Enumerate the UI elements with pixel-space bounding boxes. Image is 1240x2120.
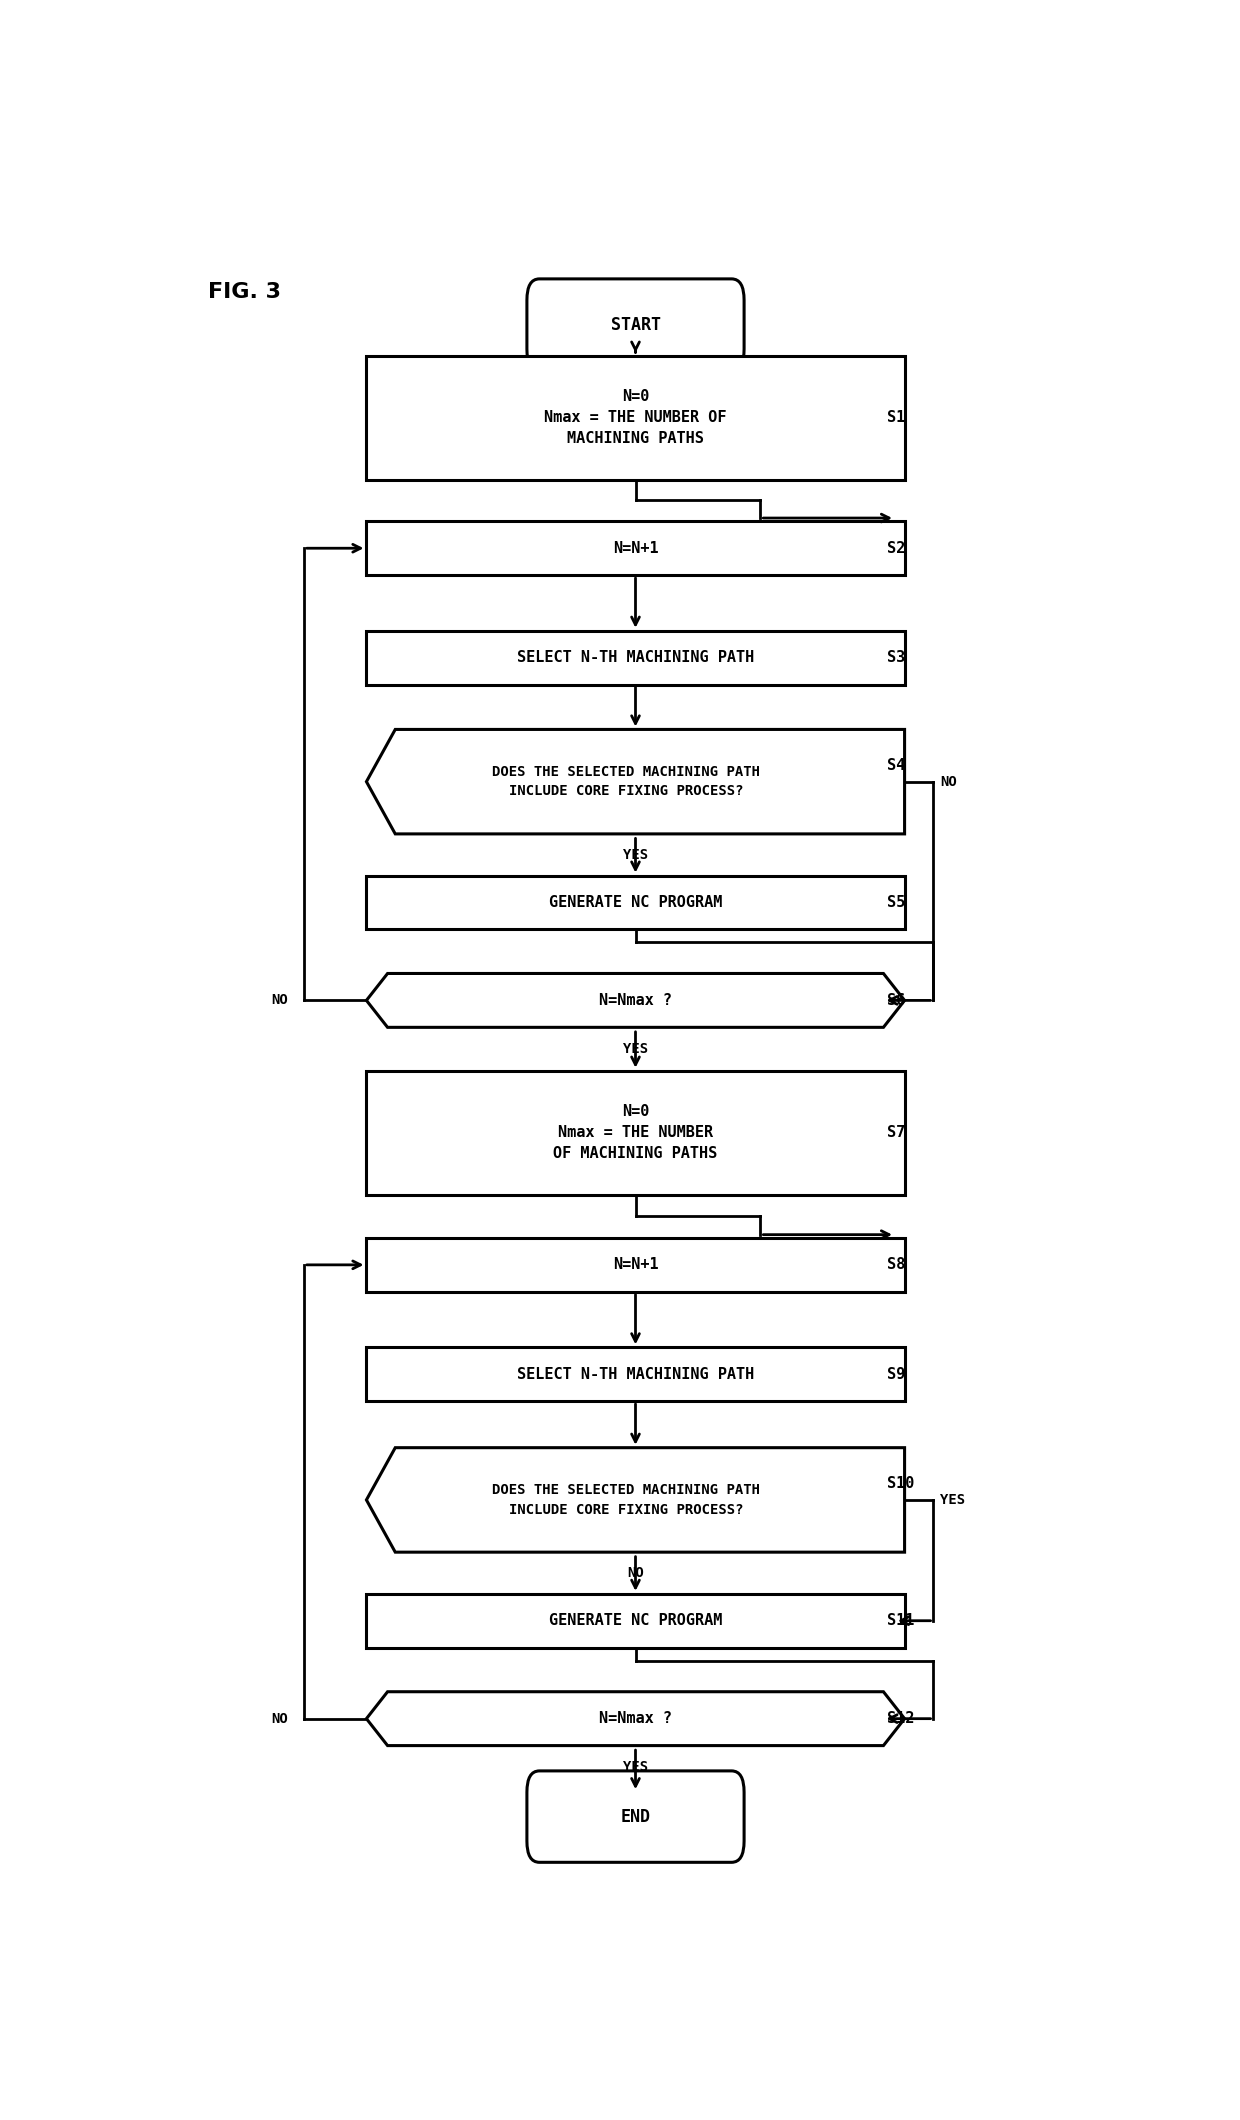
Text: S4: S4	[888, 757, 905, 774]
Text: GENERATE NC PROGRAM: GENERATE NC PROGRAM	[549, 895, 722, 909]
Text: S7: S7	[888, 1126, 905, 1141]
Text: N=N+1: N=N+1	[613, 541, 658, 555]
Text: N=N+1: N=N+1	[613, 1257, 658, 1272]
Text: N=0
Nmax = THE NUMBER
OF MACHINING PATHS: N=0 Nmax = THE NUMBER OF MACHINING PATHS	[553, 1105, 718, 1162]
Text: S12: S12	[888, 1711, 915, 1726]
Text: YES: YES	[622, 1760, 649, 1774]
Text: NO: NO	[627, 1567, 644, 1579]
FancyBboxPatch shape	[527, 1770, 744, 1861]
Text: YES: YES	[622, 1041, 649, 1056]
Polygon shape	[367, 1448, 905, 1552]
Bar	[367, 876, 905, 929]
Text: S1: S1	[888, 409, 905, 426]
Text: YES: YES	[940, 1492, 965, 1507]
Text: S6: S6	[888, 992, 905, 1007]
Text: NO: NO	[272, 1711, 289, 1726]
FancyBboxPatch shape	[527, 280, 744, 371]
Text: S3: S3	[888, 651, 905, 666]
Text: S8: S8	[888, 1257, 905, 1272]
Text: NO: NO	[940, 774, 957, 789]
Text: DOES THE SELECTED MACHINING PATH
INCLUDE CORE FIXING PROCESS?: DOES THE SELECTED MACHINING PATH INCLUDE…	[492, 1484, 760, 1516]
Bar	[367, 522, 905, 575]
Text: S10: S10	[888, 1476, 915, 1490]
Text: FIG. 3: FIG. 3	[208, 282, 280, 301]
Text: S5: S5	[888, 895, 905, 909]
Text: END: END	[620, 1808, 651, 1825]
Text: S9: S9	[888, 1367, 905, 1382]
Polygon shape	[367, 1692, 905, 1745]
Text: N=Nmax ?: N=Nmax ?	[599, 1711, 672, 1726]
Text: GENERATE NC PROGRAM: GENERATE NC PROGRAM	[549, 1613, 722, 1628]
Text: NO: NO	[272, 994, 289, 1007]
Bar	[367, 630, 905, 685]
Text: START: START	[610, 316, 661, 333]
Text: SELECT N-TH MACHINING PATH: SELECT N-TH MACHINING PATH	[517, 651, 754, 666]
Text: S2: S2	[888, 541, 905, 555]
Polygon shape	[367, 729, 905, 833]
Text: N=Nmax ?: N=Nmax ?	[599, 992, 672, 1007]
Text: SELECT N-TH MACHINING PATH: SELECT N-TH MACHINING PATH	[517, 1367, 754, 1382]
Bar	[367, 1071, 905, 1196]
Text: S11: S11	[888, 1613, 915, 1628]
Text: N=0
Nmax = THE NUMBER OF
MACHINING PATHS: N=0 Nmax = THE NUMBER OF MACHINING PATHS	[544, 390, 727, 445]
Text: YES: YES	[622, 848, 649, 863]
Bar	[367, 1238, 905, 1291]
Bar	[367, 1594, 905, 1647]
Text: DOES THE SELECTED MACHINING PATH
INCLUDE CORE FIXING PROCESS?: DOES THE SELECTED MACHINING PATH INCLUDE…	[492, 765, 760, 799]
Bar	[367, 1348, 905, 1401]
Bar	[367, 356, 905, 479]
Polygon shape	[367, 973, 905, 1028]
